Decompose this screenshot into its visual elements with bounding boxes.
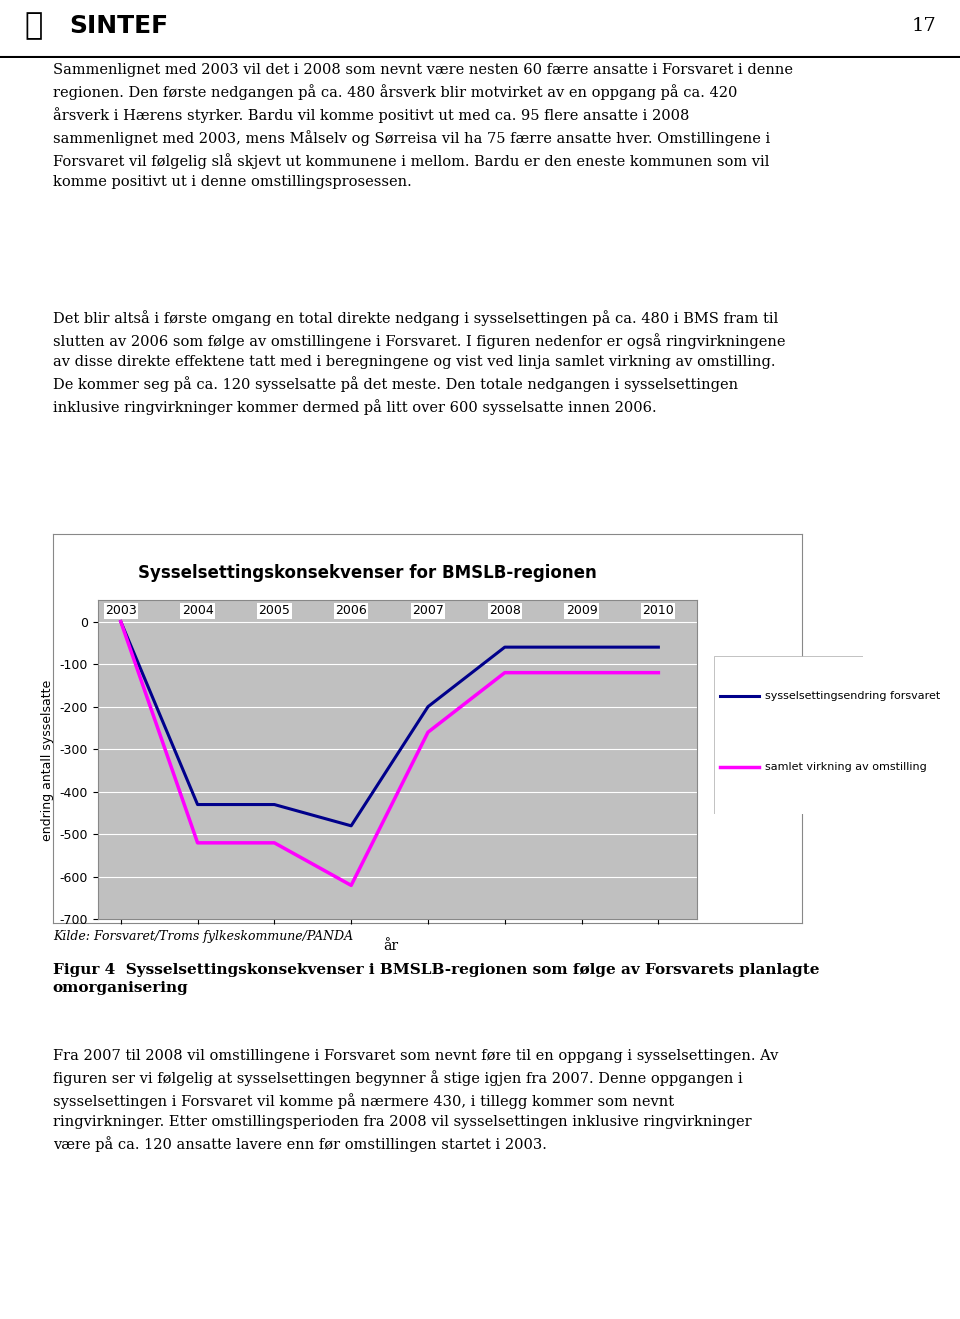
- Text: Figur 4  Sysselsettingskonsekvenser i BMSLB-regionen som følge av Forsvarets pla: Figur 4 Sysselsettingskonsekvenser i BMS…: [53, 963, 819, 996]
- Text: 2003: 2003: [105, 604, 136, 617]
- Text: 2010: 2010: [642, 604, 674, 617]
- Text: 2004: 2004: [181, 604, 213, 617]
- Text: Det blir altså i første omgang en total direkte nedgang i sysselsettingen på ca.: Det blir altså i første omgang en total …: [53, 310, 785, 414]
- Text: Sammenlignet med 2003 vil det i 2008 som nevnt være nesten 60 færre ansatte i Fo: Sammenlignet med 2003 vil det i 2008 som…: [53, 63, 793, 189]
- Text: 2008: 2008: [489, 604, 520, 617]
- Text: samlet virkning av omstilling: samlet virkning av omstilling: [765, 762, 926, 772]
- Text: år: år: [383, 939, 398, 954]
- Text: sysselsettingsendring forsvaret: sysselsettingsendring forsvaret: [765, 691, 940, 700]
- Text: Fra 2007 til 2008 vil omstillingene i Forsvaret som nevnt føre til en oppgang i : Fra 2007 til 2008 vil omstillingene i Fo…: [53, 1049, 779, 1151]
- Text: 17: 17: [911, 17, 936, 36]
- Y-axis label: endring antall sysselsatte: endring antall sysselsatte: [41, 679, 54, 840]
- Text: 2006: 2006: [335, 604, 367, 617]
- Text: SINTEF: SINTEF: [69, 15, 168, 38]
- Text: 2007: 2007: [412, 604, 444, 617]
- Text: 2005: 2005: [258, 604, 290, 617]
- Text: Kilde: Forsvaret/Troms fylkeskommune/PANDA: Kilde: Forsvaret/Troms fylkeskommune/PAN…: [53, 930, 353, 943]
- Text: 2009: 2009: [565, 604, 597, 617]
- Text: Sysselsettingskonsekvenser for BMSLB-regionen: Sysselsettingskonsekvenser for BMSLB-reg…: [138, 565, 597, 582]
- Text: Ⓢ: Ⓢ: [24, 12, 42, 41]
